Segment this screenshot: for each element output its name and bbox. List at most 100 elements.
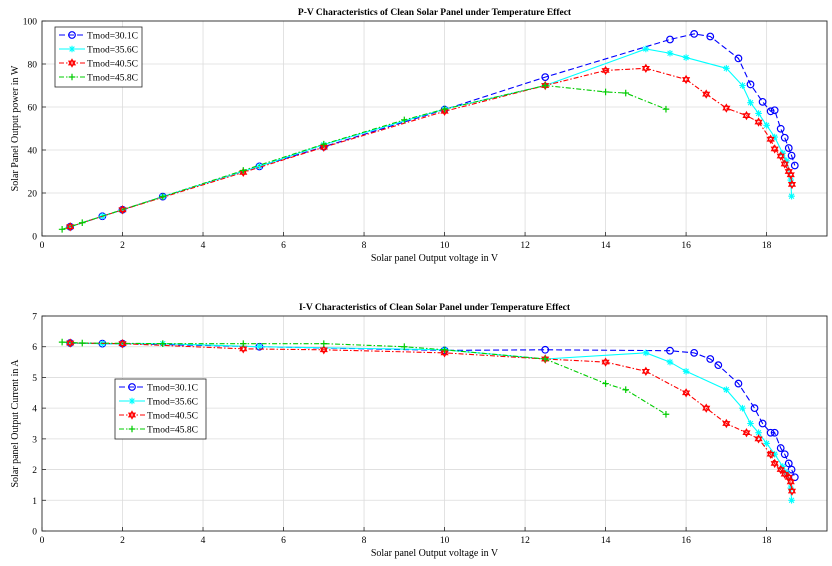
marker-plus bbox=[602, 380, 609, 387]
marker-hexagram bbox=[786, 477, 795, 485]
marker-hexagram bbox=[440, 106, 449, 114]
marker-hexagram bbox=[787, 182, 797, 190]
marker-hexagram bbox=[754, 436, 763, 444]
marker-circle bbox=[734, 379, 743, 388]
marker-hexagram bbox=[601, 359, 610, 367]
marker-hexagram bbox=[702, 403, 711, 411]
marker-hexagram bbox=[786, 172, 795, 180]
marker-hexagram bbox=[66, 338, 75, 346]
marker-circle bbox=[780, 450, 789, 459]
marker-plus bbox=[662, 410, 670, 418]
marker-hexagram bbox=[66, 340, 75, 348]
marker-circle bbox=[541, 345, 550, 354]
marker-hexagram bbox=[682, 77, 691, 85]
x-tick-label: 4 bbox=[201, 536, 206, 546]
chart-title: P-V Characteristics of Clean Solar Panel… bbox=[298, 8, 572, 18]
marker-plus bbox=[441, 105, 448, 113]
marker-hexagram bbox=[682, 390, 691, 398]
y-tick-label: 60 bbox=[28, 104, 38, 114]
marker-plus bbox=[320, 140, 328, 148]
marker-circle bbox=[706, 355, 715, 363]
x-tick-label: 8 bbox=[362, 536, 367, 546]
y-tick-label: 6 bbox=[32, 343, 37, 353]
marker-star bbox=[128, 397, 136, 405]
marker-circle bbox=[787, 465, 796, 474]
marker-star bbox=[642, 349, 650, 357]
marker-hexagram bbox=[601, 65, 610, 73]
marker-star bbox=[739, 404, 746, 412]
marker-star bbox=[642, 45, 650, 53]
marker-star bbox=[788, 496, 795, 504]
marker-circle bbox=[68, 31, 76, 39]
marker-hexagram bbox=[641, 366, 650, 374]
legend: Tmod=30.1C Tmod=35.6C Tmod=40.5C Tmod=45.8C bbox=[114, 378, 207, 440]
marker-circle bbox=[758, 97, 767, 106]
marker-hexagram bbox=[641, 63, 650, 71]
axes-frame bbox=[41, 20, 828, 237]
marker-plus bbox=[401, 116, 408, 124]
marker-hexagram bbox=[786, 170, 795, 178]
marker-hexagram bbox=[776, 153, 785, 161]
x-tick-label: 16 bbox=[681, 241, 691, 251]
y-tick-label: 7 bbox=[32, 313, 37, 323]
marker-circle bbox=[790, 161, 799, 170]
y-tick-label: 4 bbox=[32, 405, 37, 415]
marker-circle bbox=[746, 80, 755, 89]
marker-hexagram bbox=[239, 346, 248, 354]
x-tick-label: 8 bbox=[362, 241, 367, 251]
marker-plus bbox=[541, 82, 549, 89]
marker-hexagram bbox=[780, 159, 789, 167]
marker-hexagram bbox=[786, 479, 795, 487]
marker-hexagram bbox=[784, 472, 793, 480]
x-axis-label: Solar panel Output voltage in V bbox=[371, 253, 499, 264]
marker-hexagram bbox=[66, 222, 75, 230]
marker-star bbox=[787, 176, 795, 184]
marker-hexagram bbox=[641, 65, 650, 74]
marker-star bbox=[68, 45, 76, 53]
marker-star bbox=[755, 429, 762, 437]
x-tick-label: 16 bbox=[681, 536, 691, 546]
marker-hexagram bbox=[722, 103, 731, 111]
marker-plus bbox=[128, 425, 136, 433]
marker-hexagram bbox=[766, 136, 775, 144]
x-tick-label: 12 bbox=[520, 536, 530, 546]
marker-hexagram bbox=[722, 418, 731, 426]
marker-hexagram bbox=[742, 113, 751, 121]
marker-hexagram bbox=[754, 117, 763, 125]
marker-hexagram bbox=[754, 434, 763, 442]
x-tick-label: 6 bbox=[281, 536, 286, 546]
marker-hexagram bbox=[742, 110, 751, 118]
marker-plus bbox=[68, 73, 76, 81]
legend-label: Tmod=30.1C bbox=[147, 384, 198, 394]
marker-circle bbox=[784, 459, 793, 468]
marker-circle bbox=[780, 133, 789, 142]
legend-label: Tmod=35.6C bbox=[147, 398, 198, 408]
x-tick-label: 10 bbox=[440, 536, 450, 546]
series-line bbox=[70, 67, 793, 228]
marker-star bbox=[779, 149, 787, 157]
marker-hexagram bbox=[67, 58, 77, 66]
marker-circle bbox=[770, 428, 779, 437]
marker-hexagram bbox=[754, 119, 763, 127]
marker-plus bbox=[602, 88, 609, 96]
marker-star bbox=[723, 386, 730, 394]
marker-hexagram bbox=[776, 467, 785, 475]
x-tick-label: 2 bbox=[120, 241, 125, 251]
marker-star bbox=[682, 367, 690, 375]
y-axis-label: Solar Panel Output power in W bbox=[10, 65, 21, 191]
chart-title: I-V Characteristics of Clean Solar Panel… bbox=[299, 303, 571, 313]
marker-hexagram bbox=[118, 207, 127, 215]
marker-hexagram bbox=[66, 224, 75, 232]
marker-plus bbox=[239, 167, 247, 174]
marker-star bbox=[666, 49, 674, 57]
x-tick-label: 4 bbox=[201, 241, 206, 251]
marker-hexagram bbox=[601, 68, 610, 76]
marker-circle bbox=[541, 73, 550, 82]
marker-hexagram bbox=[742, 428, 751, 436]
marker-hexagram bbox=[742, 430, 751, 438]
marker-star bbox=[788, 192, 795, 200]
x-tick-label: 0 bbox=[40, 536, 45, 546]
plot-area bbox=[42, 21, 827, 236]
marker-plus bbox=[159, 340, 167, 347]
